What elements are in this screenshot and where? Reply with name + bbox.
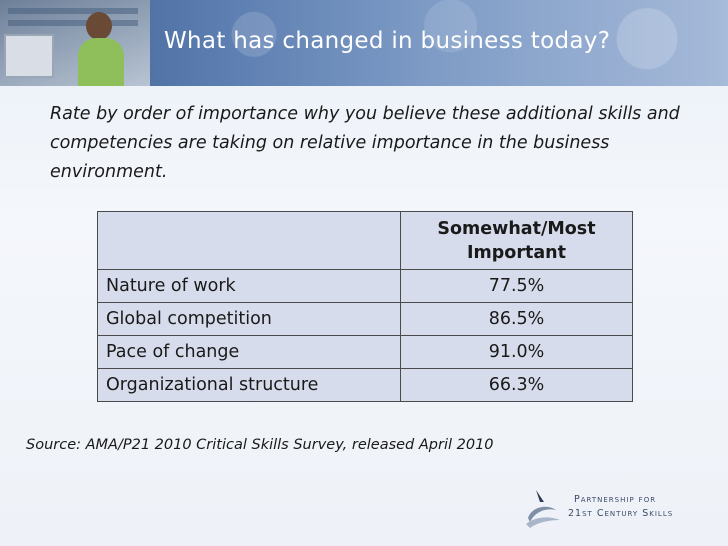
logo-text-line1: Partnership for bbox=[574, 494, 657, 505]
table-header-row: Somewhat/Most Important bbox=[97, 211, 633, 270]
table-row: Global competition 86.5% bbox=[97, 302, 633, 336]
p21-logo: Partnership for 21st Century Skills bbox=[522, 488, 722, 532]
header-banner bbox=[0, 0, 728, 86]
table-row: Pace of change 91.0% bbox=[97, 335, 633, 369]
bookshelf bbox=[8, 20, 138, 26]
row-value: 66.3% bbox=[400, 368, 633, 402]
slide-title: What has changed in business today? bbox=[164, 28, 611, 54]
logo-text-line2: 21st Century Skills bbox=[568, 508, 674, 519]
bookshelf bbox=[8, 8, 138, 14]
table-row: Nature of work 77.5% bbox=[97, 269, 633, 303]
row-value: 77.5% bbox=[400, 269, 633, 303]
swoosh-logo-icon bbox=[526, 490, 560, 528]
header-blank-cell bbox=[97, 211, 401, 270]
child-figure bbox=[86, 12, 112, 40]
row-label: Nature of work bbox=[97, 269, 401, 303]
source-citation: Source: AMA/P21 2010 Critical Skills Sur… bbox=[26, 437, 494, 453]
row-label: Pace of change bbox=[97, 335, 401, 369]
header-importance: Somewhat/Most Important bbox=[400, 211, 633, 270]
survey-table: Somewhat/Most Important Nature of work 7… bbox=[97, 211, 633, 402]
computer-screen bbox=[4, 34, 54, 78]
table-row: Organizational structure 66.3% bbox=[97, 368, 633, 402]
child-figure bbox=[78, 38, 124, 86]
row-label: Global competition bbox=[97, 302, 401, 336]
header-photo bbox=[0, 0, 150, 86]
header-background-photo bbox=[150, 0, 728, 86]
row-value: 86.5% bbox=[400, 302, 633, 336]
row-label: Organizational structure bbox=[97, 368, 401, 402]
row-value: 91.0% bbox=[400, 335, 633, 369]
survey-prompt: Rate by order of importance why you beli… bbox=[50, 104, 680, 182]
